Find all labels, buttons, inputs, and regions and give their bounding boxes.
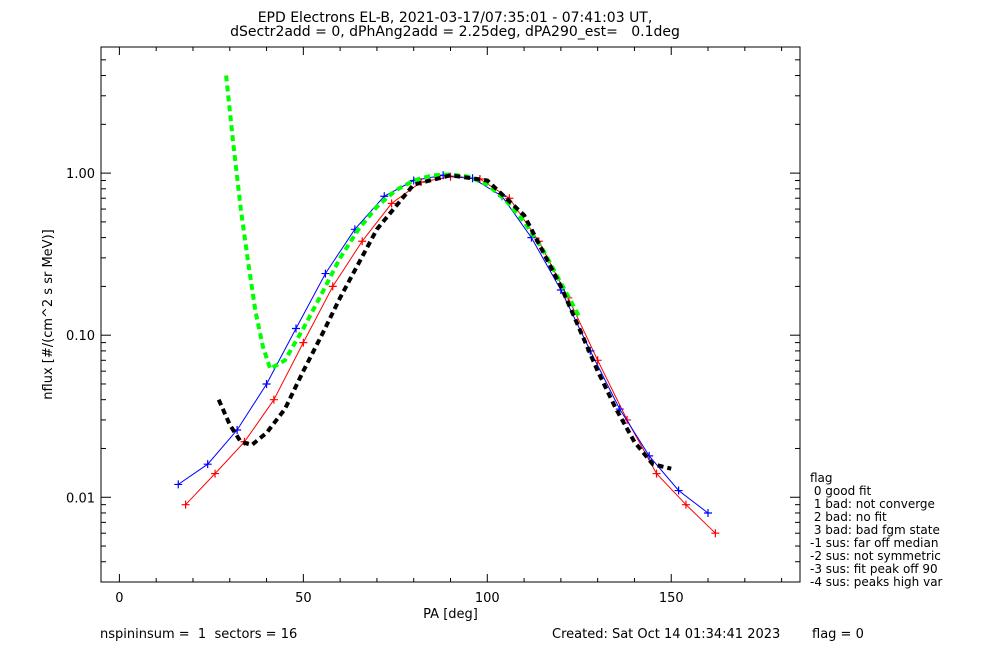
x-tick-label: 100 [475,591,500,606]
data-point-marker [387,199,396,208]
footer-flag: flag = 0 [812,627,864,642]
data-point-marker [681,500,690,509]
data-point-marker [652,469,661,478]
data-point-marker [704,508,713,517]
chart-title: EPD Electrons EL-B, 2021-03-17/07:35:01 … [257,10,653,26]
data-point-marker [262,379,271,388]
footer-created: Created: Sat Oct 14 01:34:41 2023 [552,627,781,642]
legend-item: -3 sus: fit peak off 90 [810,562,938,576]
chart-subtitle: dSectr2add = 0, dPhAng2add = 2.25deg, dP… [230,24,680,40]
data-point-marker [358,237,367,246]
series-line-3 [216,173,672,471]
legend-item: 2 bad: no fit [810,510,887,524]
data-point-marker [203,460,212,469]
flag-legend: flag 0 good fit 1 bad: not converge 2 ba… [810,472,942,589]
footer-summary: nspininsum = 1 sectors = 16 [100,627,298,642]
data-point-marker [321,269,330,278]
y-tick-label: 0.10 [66,329,95,344]
y-axis-label: nflux [#/(cm^2 s sr MeV)] [41,229,56,399]
data-point-marker [181,500,190,509]
data-point-marker [711,529,720,538]
legend-item: -2 sus: not symmetric [810,549,941,563]
y-tick-label: 0.01 [66,491,95,506]
legend-item: 0 good fit [810,484,872,498]
data-point-marker [211,469,220,478]
legend-item: 3 bad: bad fgm state [810,523,940,537]
y-tick-label: 1.00 [66,167,95,182]
data-point-marker [328,282,337,291]
legend-item: -1 sus: far off median [810,536,939,550]
x-axis-label: PA [deg] [423,607,478,622]
data-point-marker [674,486,683,495]
x-tick-label: 50 [295,591,312,606]
legend-title: flag [810,471,833,485]
data-point-marker [299,338,308,347]
data-point-marker [269,395,278,404]
x-tick-label: 150 [659,591,684,606]
data-point-marker [291,324,300,333]
x-tick-label: 0 [115,591,123,606]
data-point-marker [174,480,183,489]
series-line-1 [178,174,709,514]
legend-item: 1 bad: not converge [810,497,935,511]
series-line-2 [224,75,582,372]
legend-item: -4 sus: peaks high var [810,575,943,589]
plot-frame [100,46,801,583]
